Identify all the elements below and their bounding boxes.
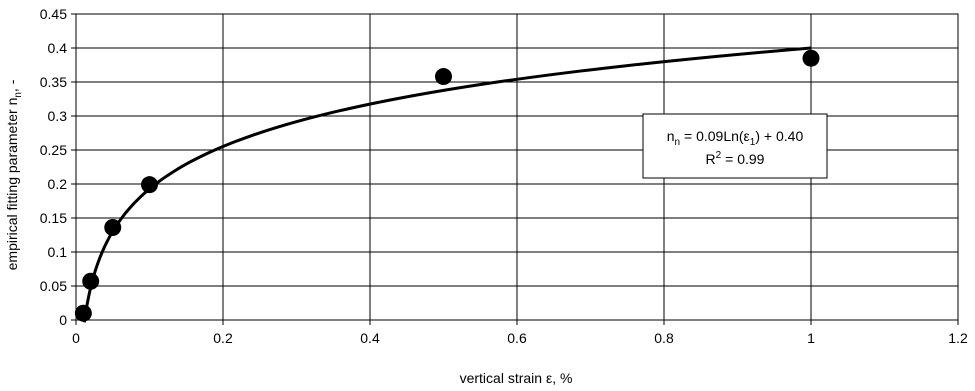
data-point — [141, 176, 158, 194]
y-tick-label: 0.2 — [48, 176, 68, 192]
data-point — [435, 68, 452, 86]
r-squared-text: R2 = 0.99 — [706, 150, 765, 167]
x-tick-label: 1.2 — [948, 330, 968, 346]
y-tick-label: 0.45 — [40, 6, 67, 22]
x-tick-label: 0.8 — [654, 330, 674, 346]
equation-box: nn = 0.09Ln(ε1) + 0.40 R2 = 0.99 — [642, 113, 828, 179]
x-tick-label: 0 — [72, 330, 80, 346]
y-tick-label: 0.15 — [40, 210, 67, 226]
data-point — [802, 49, 820, 67]
y-tick-label: 0.3 — [48, 108, 68, 124]
y-tick-label: 0.1 — [48, 244, 68, 260]
x-tick-label: 0.2 — [213, 330, 233, 346]
data-point — [82, 272, 100, 290]
trendline — [82, 46, 812, 323]
x-tick-label: 0.4 — [360, 330, 380, 346]
y-tick-label: 0 — [59, 312, 67, 328]
x-tick-label: 1 — [807, 330, 815, 346]
data-point — [74, 304, 92, 322]
y-tick-label: 0.05 — [40, 278, 67, 294]
x-tick-label: 0.6 — [507, 330, 527, 346]
x-axis-label: vertical strain ε, % — [460, 370, 573, 386]
data-point — [104, 219, 122, 237]
equation-box-frame — [642, 113, 828, 179]
y-axis-label: empirical fitting parameter nn, - — [4, 79, 24, 270]
y-tick-label: 0.35 — [40, 74, 67, 90]
data-points — [74, 49, 820, 322]
y-tick-label: 0.25 — [40, 142, 67, 158]
y-tick-label: 0.4 — [48, 40, 68, 56]
y-axis-ticks: 0 0.05 0.1 0.15 0.2 0.25 0.3 0.35 0.4 0.45 — [40, 6, 76, 328]
x-axis-ticks: 0 0.2 0.4 0.6 0.8 1 1.2 — [72, 320, 968, 346]
equation-text: nn = 0.09Ln(ε1) + 0.40 — [667, 128, 804, 148]
